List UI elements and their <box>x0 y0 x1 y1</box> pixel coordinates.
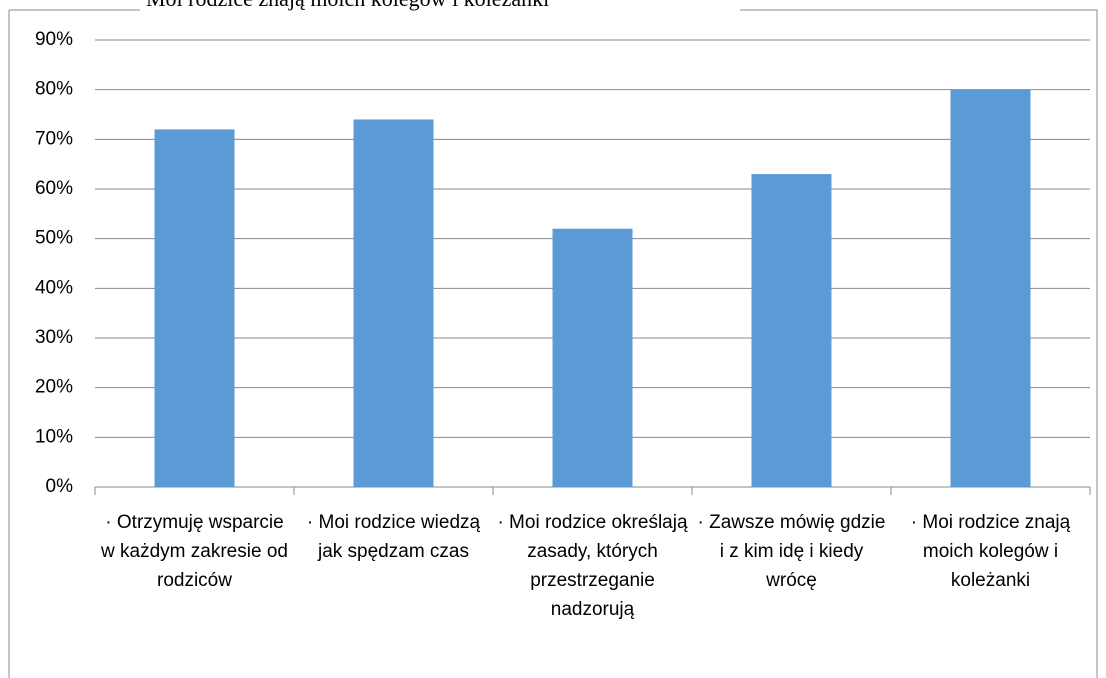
y-tick-label: 10% <box>35 426 73 447</box>
y-tick-label: 0% <box>46 476 74 497</box>
y-tick-label: 70% <box>35 128 73 149</box>
bar <box>950 89 1031 488</box>
y-tick-label: 30% <box>35 327 73 348</box>
bar <box>154 129 235 487</box>
x-tick-label: · Moi rodzice określają zasady, których … <box>497 512 688 620</box>
bar <box>353 119 434 487</box>
y-tick-label: 90% <box>35 29 73 50</box>
bar <box>751 174 832 487</box>
title-backdrop <box>140 0 740 14</box>
y-tick-label: 60% <box>35 178 73 199</box>
y-tick-label: 80% <box>35 79 73 100</box>
chart-title: Moi rodzice znają moich kolegów i koleża… <box>146 0 549 11</box>
y-tick-label: 20% <box>35 377 73 398</box>
x-tick-label: · Otrzymuję wsparcie w każdym zakresie o… <box>101 512 288 591</box>
x-tick-label: · Moi rodzice wiedzą jak spędzam czas <box>306 512 481 562</box>
x-tick-label: · Zawsze mówię gdzie i z kim idę i kiedy… <box>697 512 886 591</box>
y-tick-label: 50% <box>35 228 73 249</box>
y-tick-label: 40% <box>35 277 73 298</box>
x-tick-label: · Moi rodzice znają moich kolegów i kole… <box>910 512 1071 591</box>
bar <box>552 228 633 487</box>
